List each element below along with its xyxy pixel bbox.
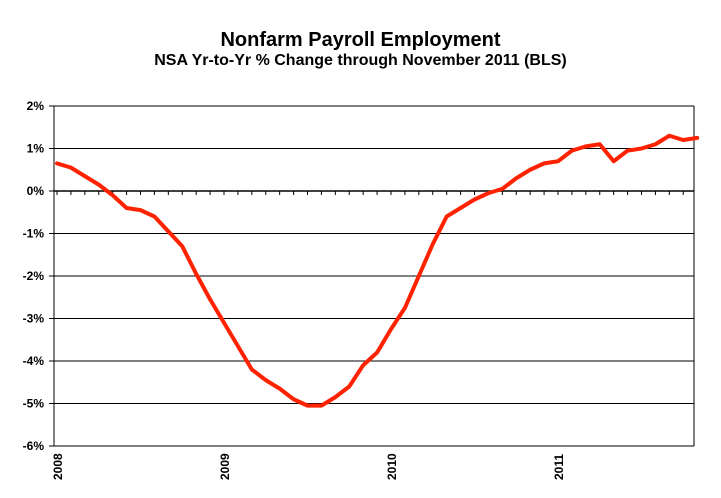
x-tick-label: 2011 bbox=[552, 454, 566, 480]
y-tick-label: -5% bbox=[23, 397, 45, 411]
y-tick-label: 0% bbox=[27, 184, 45, 198]
y-tick-label: 2% bbox=[27, 99, 45, 113]
chart-title: Nonfarm Payroll Employment bbox=[220, 29, 501, 51]
x-tick-label: 2008 bbox=[51, 453, 65, 480]
chart-subtitle: NSA Yr-to-Yr % Change through November 2… bbox=[154, 52, 567, 69]
y-tick-label: -2% bbox=[23, 269, 45, 283]
x-tick-label: 2009 bbox=[218, 453, 232, 480]
y-tick-label: -4% bbox=[23, 354, 45, 368]
y-tick-label: -6% bbox=[23, 439, 45, 453]
y-tick-label: 1% bbox=[27, 142, 45, 156]
series-line bbox=[55, 133, 700, 408]
x-tick-label: 2010 bbox=[385, 453, 399, 480]
y-tick-label: -1% bbox=[23, 227, 45, 241]
y-tick-label: -3% bbox=[23, 312, 45, 326]
